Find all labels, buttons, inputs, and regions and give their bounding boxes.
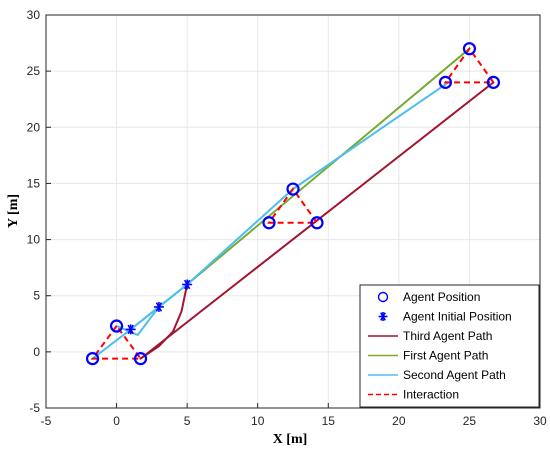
y-tick-label: 10 bbox=[27, 233, 41, 247]
plot-frame bbox=[45, 14, 541, 409]
interaction-triangle bbox=[267, 187, 319, 224]
agent-initial-position-marker bbox=[153, 301, 164, 312]
series-line-third bbox=[139, 283, 189, 360]
legend: Agent Position Agent Initial Position Thir… bbox=[359, 284, 540, 408]
series-line-third bbox=[139, 81, 495, 360]
legend-label-third: Third Agent Path bbox=[403, 329, 492, 343]
tick-labels: -5 0 5 10 15 20 25 30 -5 0 5 10 15 20 25 30 bbox=[27, 8, 547, 428]
legend-label-interaction: Interaction bbox=[403, 388, 459, 402]
agent-initial-position-marker bbox=[125, 324, 136, 335]
agent-position-marker bbox=[109, 319, 124, 333]
y-tick-label: 20 bbox=[27, 120, 41, 134]
agent-position-marker bbox=[133, 351, 148, 366]
legend-label-agent_initial: Agent Initial Position bbox=[403, 310, 512, 324]
x-tick-label: 25 bbox=[463, 414, 477, 428]
x-tick-label: 15 bbox=[322, 414, 336, 428]
agent-position-marker bbox=[85, 351, 100, 366]
y-tick-label: 25 bbox=[27, 64, 41, 78]
x-tick-label: 0 bbox=[113, 414, 120, 428]
interaction-triangle bbox=[443, 46, 496, 84]
agent-position-marker bbox=[310, 216, 324, 230]
x-tick-label: 10 bbox=[251, 414, 265, 428]
agent-position-marker bbox=[486, 75, 501, 89]
x-tick-label: 30 bbox=[533, 414, 547, 428]
legend-label-first: First Agent Path bbox=[403, 349, 488, 363]
agent-position-marker bbox=[438, 75, 453, 89]
y-tick-label: -5 bbox=[29, 401, 40, 415]
x-axis-label: X [m] bbox=[273, 432, 308, 447]
legend-label-second: Second Agent Path bbox=[403, 368, 506, 382]
y-tick-label: 30 bbox=[27, 8, 41, 22]
legend-box bbox=[359, 284, 540, 408]
agent-position-marker bbox=[262, 216, 276, 230]
y-tick-label: 0 bbox=[33, 345, 40, 359]
legend-marker-agent_position bbox=[377, 291, 389, 303]
y-axis-label: Y [m] bbox=[6, 194, 21, 228]
y-tick-label: 5 bbox=[33, 289, 40, 303]
agent-initial-position-marker bbox=[182, 279, 193, 290]
interaction-triangle bbox=[90, 324, 143, 360]
x-tick-label: 20 bbox=[392, 414, 406, 428]
x-tick-label: 5 bbox=[184, 414, 191, 428]
legend-label-agent_position: Agent Position bbox=[403, 290, 480, 304]
y-tick-label: 15 bbox=[27, 176, 41, 190]
legend-marker-agent_initial bbox=[378, 312, 388, 321]
x-tick-label: -5 bbox=[41, 414, 52, 428]
agent-position-marker bbox=[286, 182, 300, 196]
plot-content bbox=[85, 42, 501, 366]
agent-position-marker bbox=[462, 42, 477, 56]
series-line-second bbox=[115, 283, 189, 336]
